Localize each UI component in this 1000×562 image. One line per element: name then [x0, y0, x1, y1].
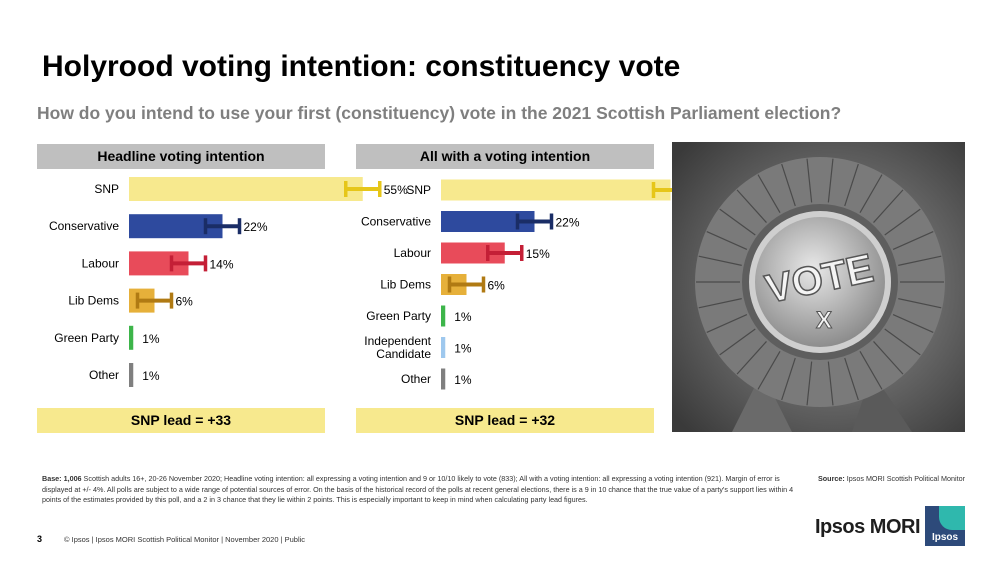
- category-label: SNP: [94, 182, 119, 196]
- value-label: 6%: [488, 279, 506, 293]
- category-label: Independent Candidate: [364, 334, 431, 361]
- left-lead-box: SNP lead = +33: [37, 408, 325, 433]
- bar: [441, 211, 535, 232]
- logo-label: Ipsos: [931, 532, 959, 543]
- value-label: 22%: [556, 216, 580, 230]
- page-subtitle: How do you intend to use your first (con…: [37, 103, 842, 123]
- value-label: 55%: [384, 183, 408, 197]
- copyright: © Ipsos | Ipsos MORI Scottish Political …: [64, 535, 306, 544]
- bar: [441, 337, 446, 358]
- right-panel-header: All with a voting intention: [356, 144, 654, 169]
- value-label: 1%: [454, 310, 472, 324]
- value-label: 15%: [526, 247, 550, 261]
- category-label: Labour: [394, 246, 431, 260]
- value-label: 1%: [142, 332, 160, 346]
- bar: [129, 325, 134, 350]
- bar: [129, 177, 363, 201]
- category-label: SNP: [406, 183, 431, 197]
- vote-rosette-photo: VOTE X: [672, 142, 965, 432]
- category-label: Conservative: [49, 219, 119, 233]
- value-label: 14%: [210, 257, 234, 271]
- category-label: Lib Dems: [68, 294, 119, 308]
- ipsos-logo: Ipsos: [925, 506, 965, 546]
- footnote: Base: 1,006 Scottish adults 16+, 20-26 N…: [42, 474, 802, 506]
- category-label: Labour: [82, 256, 119, 270]
- value-label: 1%: [142, 369, 160, 383]
- category-label: Conservative: [361, 215, 431, 229]
- category-label: Green Party: [54, 331, 119, 345]
- category-label: Lib Dems: [380, 278, 431, 292]
- bar: [129, 363, 134, 387]
- source-text: Ipsos MORI Scottish Political Monitor: [844, 474, 965, 483]
- right-lead-box: SNP lead = +32: [356, 408, 654, 433]
- value-label: 1%: [454, 342, 472, 356]
- category-label: Other: [89, 368, 119, 382]
- bar: [441, 179, 671, 201]
- page-number: 3: [37, 534, 43, 544]
- bar: [441, 305, 446, 327]
- page-title: Holyrood voting intention: constituency …: [42, 50, 681, 83]
- footnote-text: Scottish adults 16+, 20-26 November 2020…: [42, 474, 794, 504]
- category-label: Other: [401, 372, 431, 386]
- headline-voting-chart: SNP 55% Conservative 22% Labour 14% Lib Dems 6%…: [49, 177, 408, 387]
- source-note: Source: Ipsos MORI Scottish Political Mo…: [818, 474, 965, 483]
- bar: [441, 368, 446, 390]
- source-label: Source:: [818, 474, 845, 483]
- logo-accent: [939, 506, 965, 530]
- footnote-base-label: Base: 1,006: [42, 474, 82, 483]
- value-label: 6%: [176, 295, 194, 309]
- value-label: 1%: [454, 373, 472, 387]
- value-label: 22%: [244, 220, 268, 234]
- left-panel-header: Headline voting intention: [37, 144, 325, 169]
- rosette-x-mark: X: [816, 307, 832, 334]
- brand-name: Ipsos MORI: [815, 516, 921, 538]
- category-label: Green Party: [366, 309, 431, 323]
